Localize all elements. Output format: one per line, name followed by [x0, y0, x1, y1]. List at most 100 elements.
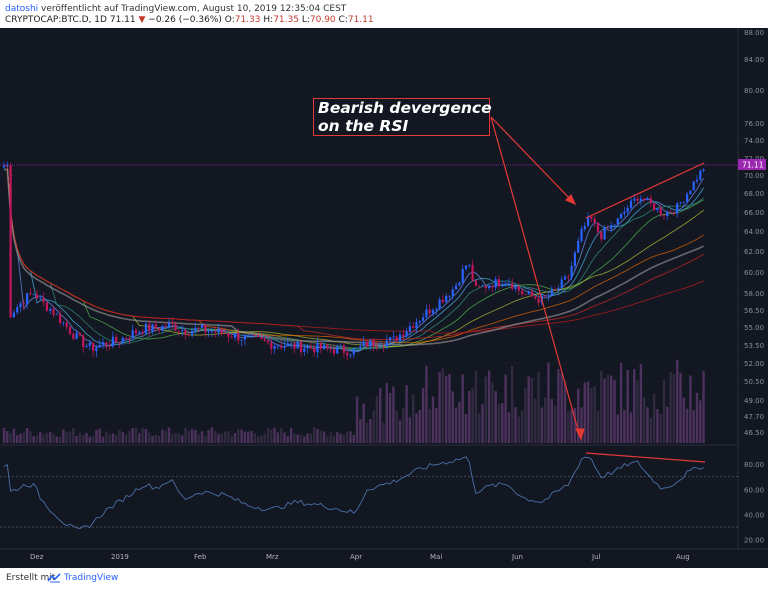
volume-bar — [256, 436, 260, 443]
candle-body — [385, 340, 388, 347]
candle-body — [415, 322, 418, 328]
candle-body — [115, 336, 118, 343]
candle-body — [230, 336, 233, 338]
candle-body — [530, 291, 534, 297]
candle-body — [468, 264, 471, 266]
candle-body — [299, 341, 303, 352]
candle-body — [352, 348, 355, 355]
candle-body — [464, 265, 468, 270]
volume-bar — [438, 372, 441, 443]
volume-bar — [342, 434, 346, 443]
volume-bar — [359, 419, 362, 443]
volume-bar — [567, 411, 570, 443]
volume-bar — [412, 394, 415, 443]
candle-body — [606, 228, 609, 230]
volume-bar — [385, 383, 388, 443]
volume-bar — [306, 433, 309, 443]
rsi-tick-label: 80.00 — [744, 461, 764, 469]
candle-body — [547, 295, 550, 297]
volume-bar — [223, 431, 227, 443]
candle-body — [412, 326, 415, 328]
chart-canvas[interactable]: 88.0084.0080.0076.0074.0072.0070.0068.00… — [0, 28, 768, 568]
candle-body — [323, 344, 326, 349]
candle-body — [488, 285, 491, 289]
volume-bar — [237, 428, 240, 443]
volume-bar — [448, 373, 451, 443]
candle-body — [316, 342, 319, 353]
candle-body — [336, 346, 339, 354]
candle-body — [260, 337, 263, 339]
price-tick-label: 49.00 — [744, 397, 764, 405]
volume-bar — [144, 428, 148, 443]
volume-bar — [405, 385, 408, 443]
open-value: 71.33 — [234, 15, 261, 25]
volume-bar — [636, 380, 639, 443]
volume-bar — [346, 431, 349, 443]
chart-area[interactable]: 88.0084.0080.0076.0074.0072.0070.0068.00… — [0, 28, 768, 568]
volume-bar — [692, 409, 695, 443]
candle-body — [339, 345, 342, 347]
candle-body — [68, 326, 72, 334]
candle-body — [59, 314, 62, 323]
candle-body — [662, 214, 666, 217]
volume-bar — [593, 386, 596, 443]
candle-body — [563, 276, 567, 280]
price-tick-label: 55.00 — [744, 324, 764, 332]
candle-body — [603, 228, 606, 240]
footer: Erstellt mit TradingView — [0, 568, 768, 589]
volume-bar — [190, 429, 194, 443]
candle-body — [78, 332, 81, 336]
candle-body — [686, 194, 689, 202]
low-value: 70.90 — [309, 15, 336, 25]
time-tick-label: Mai — [430, 553, 442, 561]
candle-body — [128, 338, 131, 340]
volume-bar — [639, 363, 643, 443]
candle-body — [263, 338, 266, 341]
candle-body — [108, 345, 111, 347]
candle-body — [405, 331, 408, 337]
candle-body — [537, 298, 540, 303]
volume-bar — [534, 398, 537, 443]
volume-bar — [210, 427, 214, 443]
candle-body — [511, 283, 514, 289]
volume-bar — [557, 369, 560, 443]
candle-body — [240, 339, 243, 341]
candle-body — [689, 190, 692, 195]
volume-bar — [487, 370, 491, 443]
volume-bar — [402, 408, 405, 443]
volume-bar — [685, 408, 689, 443]
volume-bar — [676, 359, 679, 443]
candle-body — [326, 344, 329, 348]
volume-bar — [616, 414, 619, 443]
candle-body — [590, 216, 593, 219]
author-link[interactable]: datoshi — [5, 4, 39, 14]
volume-bar — [260, 435, 263, 443]
volume-bar — [326, 436, 329, 443]
candle-body — [369, 339, 372, 347]
candle-body — [332, 349, 336, 354]
price-tick-label: 68.00 — [744, 190, 764, 198]
candle-body — [392, 336, 395, 338]
brand-link[interactable]: TradingView — [64, 573, 119, 583]
candle-body — [497, 279, 501, 287]
candle-body — [471, 264, 474, 281]
volume-bar — [355, 396, 359, 443]
axis-labels: 88.0084.0080.0076.0074.0072.0070.0068.00… — [30, 29, 764, 561]
annotation-box[interactable]: Bearish devergence on the RSI — [313, 98, 492, 136]
candle-body — [214, 331, 217, 333]
volume-bar — [141, 427, 144, 443]
candle-body — [207, 331, 210, 333]
time-tick-label: Aug — [676, 553, 690, 561]
rsi-line — [3, 456, 704, 530]
volume-bar — [524, 388, 527, 443]
volume-bar — [494, 391, 497, 443]
volume-bar — [118, 429, 121, 443]
candle-body — [342, 345, 345, 353]
volume-bar — [646, 407, 649, 443]
volume-bar — [682, 397, 685, 443]
volume-bar — [501, 403, 504, 443]
candle-body — [303, 348, 306, 352]
volume-bar — [68, 431, 72, 443]
volume-bar — [553, 405, 557, 443]
tradingview-logo-icon — [47, 573, 61, 583]
